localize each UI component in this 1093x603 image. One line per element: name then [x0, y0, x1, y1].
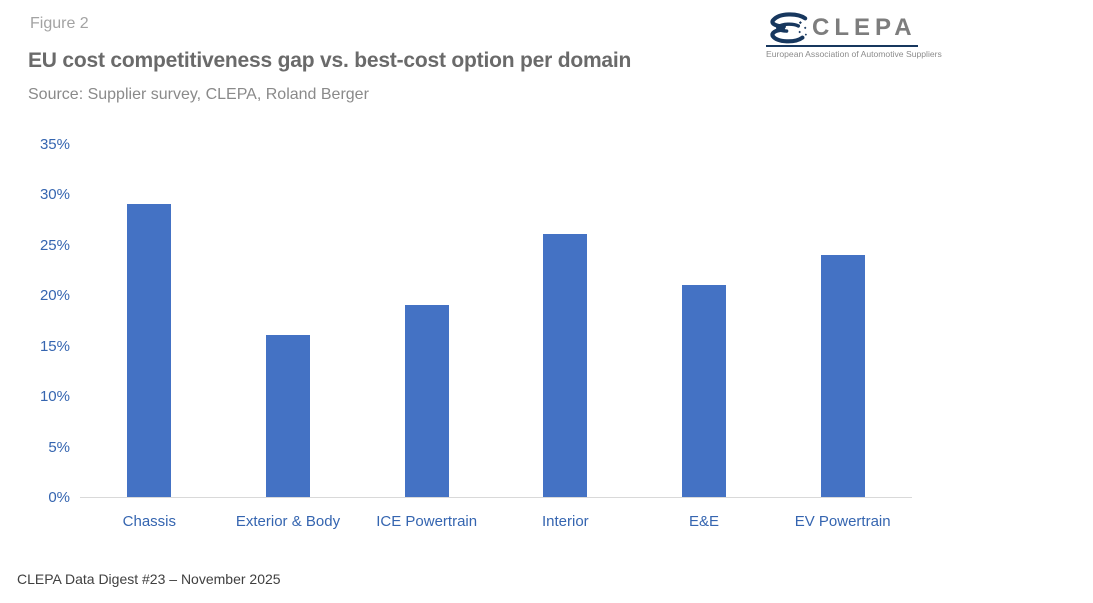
bar-exterior-body [266, 335, 310, 497]
x-axis-tick-label: Exterior & Body [235, 513, 341, 530]
bar-chassis [127, 204, 172, 497]
clepa-swoosh-icon [766, 12, 810, 44]
bar-interior [543, 234, 588, 497]
y-axis-tick-label: 10% [39, 388, 70, 405]
y-axis-tick-label: 15% [39, 337, 70, 355]
bar-ev-powertrain [820, 254, 865, 497]
x-axis-tick-label: E&E [688, 513, 719, 530]
bar-e-e [682, 284, 726, 497]
y-axis-tick-label: 30% [39, 186, 70, 203]
y-axis-tick-label: 0% [48, 489, 70, 506]
clepa-logo: CLEPA European Association of Automotive… [766, 12, 942, 59]
x-axis-tick-label: EV Powertrain [794, 513, 891, 530]
bar-ice-powertrain [404, 305, 449, 497]
clepa-wordmark: CLEPA [812, 14, 917, 41]
y-axis-tick-label: 20% [39, 287, 70, 304]
y-axis-tick-label: 25% [39, 236, 70, 254]
x-axis-tick-label: Chassis [122, 513, 176, 530]
chart-source: Source: Supplier survey, CLEPA, Roland B… [28, 86, 369, 103]
logo-underline [766, 45, 918, 47]
logo-caption: European Association of Automotive Suppl… [766, 49, 942, 59]
footer-note: CLEPA Data Digest #23 – November 2025 [17, 571, 281, 587]
x-axis-line [80, 497, 912, 498]
x-axis-tick-label: ICE Powertrain [376, 513, 478, 530]
y-axis-tick-label: 5% [48, 438, 70, 456]
y-axis-tick-label: 35% [39, 135, 70, 153]
chart-title: EU cost competitiveness gap vs. best-cos… [28, 49, 632, 72]
x-axis-tick-label: Interior [541, 513, 589, 530]
figure-label: Figure 2 [30, 15, 89, 32]
